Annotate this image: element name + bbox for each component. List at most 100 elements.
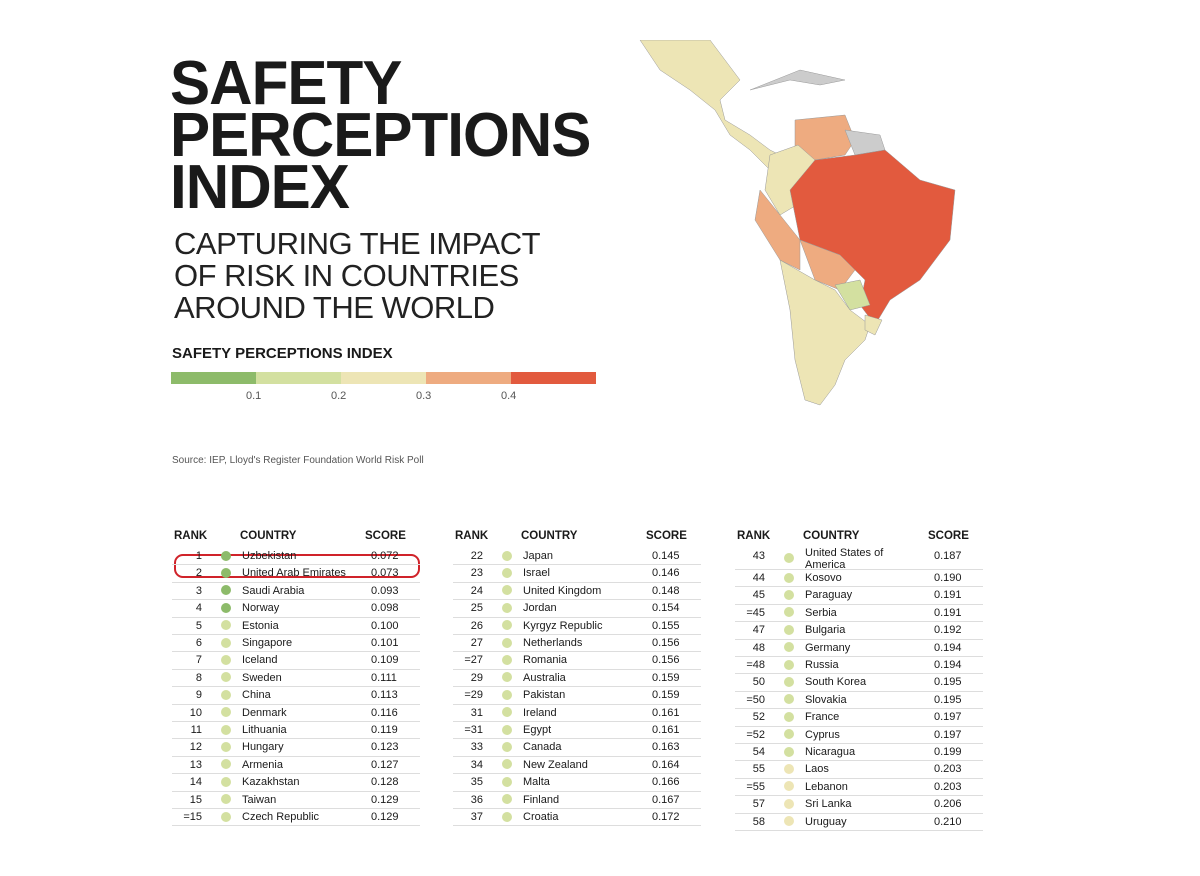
table-row: 9 China 0.113 (172, 686, 420, 705)
score-dot (221, 759, 231, 770)
table-row: 54 Nicaragua 0.199 (735, 743, 983, 762)
country: Lithuania (242, 724, 287, 736)
score-dot (784, 711, 794, 722)
country: Taiwan (242, 793, 277, 806)
country: New Zealand (523, 758, 588, 771)
table-row: =29 Pakistan 0.159 (453, 686, 701, 705)
rank: =55 (746, 780, 765, 793)
rank: 34 (470, 758, 483, 771)
country: Armenia (242, 758, 283, 771)
rank: =48 (746, 659, 765, 671)
rank: 25 (470, 602, 483, 615)
rank: 57 (752, 798, 765, 811)
score-dot (502, 672, 512, 683)
rank: 14 (189, 776, 202, 789)
table-row: =45 Serbia 0.191 (735, 604, 983, 623)
score: 0.113 (371, 689, 398, 702)
score-dot (502, 602, 512, 613)
score-dot (784, 746, 794, 757)
score-dot (221, 776, 231, 787)
table-row: 34 New Zealand 0.164 (453, 756, 701, 775)
score-dot (784, 624, 794, 635)
legend-swatch (171, 372, 256, 384)
score: 0.161 (652, 724, 680, 736)
score: 0.093 (371, 584, 399, 597)
rank: 1 (195, 550, 202, 562)
subtitle-line: AROUND THE WORLD (174, 290, 495, 325)
legend-tick: 0.3 (416, 390, 432, 402)
map (639, 40, 956, 406)
score: 0.129 (371, 793, 399, 806)
score-dot (502, 585, 512, 596)
score-dot (221, 655, 231, 666)
rank: 47 (752, 624, 765, 637)
score-dot (784, 572, 794, 583)
rank: 13 (189, 758, 202, 771)
score-dot (502, 637, 512, 648)
rank: 7 (195, 654, 202, 667)
table-row: =48 Russia 0.194 (735, 656, 983, 675)
country: Kyrgyz Republic (523, 619, 603, 632)
legend: 0.1 0.2 0.3 0.4 (171, 372, 596, 412)
score: 0.127 (371, 758, 399, 771)
country: Cyprus (805, 728, 840, 741)
country: Romania (523, 654, 568, 667)
country: Uruguay (805, 815, 847, 828)
score-dot (221, 585, 231, 596)
table-row: 13 Armenia 0.127 (172, 756, 420, 775)
rank: 3 (195, 584, 202, 597)
legend-swatch (511, 372, 596, 384)
score: 0.159 (652, 689, 680, 702)
score: 0.111 (371, 671, 397, 684)
score: 0.161 (652, 706, 680, 719)
score: 0.194 (934, 641, 962, 654)
score-dot (784, 590, 794, 601)
column-header: SCORE (928, 530, 969, 542)
table-row: 6 Singapore 0.101 (172, 634, 420, 653)
rank: =29 (464, 689, 483, 702)
score: 0.148 (652, 584, 680, 597)
table-row: 22 Japan 0.145 (453, 547, 701, 566)
score-dot (784, 553, 794, 563)
rank: 26 (470, 619, 483, 632)
country: Sri Lanka (805, 798, 852, 811)
country: Estonia (242, 619, 279, 632)
table-row: 7 Iceland 0.109 (172, 651, 420, 670)
score-dot (221, 620, 231, 631)
score-dot (784, 781, 794, 792)
column-header: RANK (174, 530, 208, 542)
score: 0.197 (934, 711, 962, 724)
rank: 33 (470, 741, 483, 754)
score: 0.163 (652, 741, 680, 754)
country: United Arab Emirates (242, 567, 346, 580)
score: 0.197 (934, 728, 962, 741)
column-header: RANK (455, 530, 489, 542)
country: Saudi Arabia (242, 584, 305, 597)
score: 0.194 (934, 659, 962, 671)
score: 0.116 (371, 706, 398, 719)
score: 0.203 (934, 763, 962, 776)
column-header: COUNTRY (803, 530, 860, 542)
country: Kosovo (805, 572, 842, 584)
table-row: =50 Slovakia 0.195 (735, 691, 983, 710)
rank: 43 (752, 550, 765, 562)
table-row: 50 South Korea 0.195 (735, 673, 983, 692)
country: Czech Republic (242, 811, 320, 823)
score-dot (784, 677, 794, 688)
score-dot (221, 568, 231, 579)
score: 0.166 (652, 776, 680, 789)
country: Malta (523, 776, 550, 789)
rank: =27 (464, 654, 483, 667)
score-dot (784, 659, 794, 670)
score: 0.191 (934, 589, 962, 602)
table-row: 8 Sweden 0.111 (172, 669, 420, 688)
score: 0.195 (934, 676, 962, 689)
country: Pakistan (523, 689, 566, 702)
rank: 23 (470, 567, 483, 580)
country: Finland (523, 793, 560, 806)
country: United States of America (805, 547, 884, 571)
rank: 54 (752, 746, 765, 758)
table-row: =31 Egypt 0.161 (453, 721, 701, 740)
score: 0.100 (371, 619, 399, 632)
score: 0.123 (371, 741, 399, 754)
